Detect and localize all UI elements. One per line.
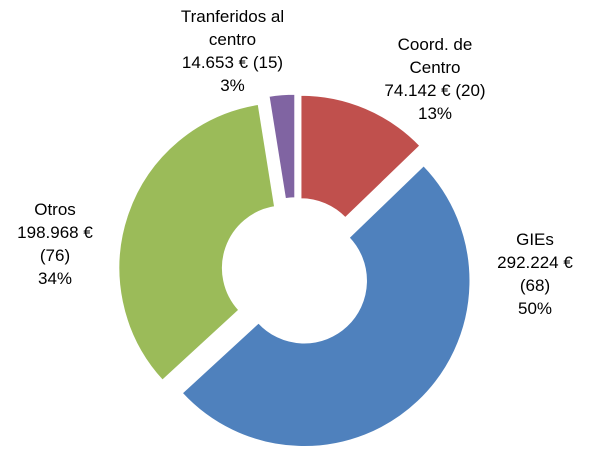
slice-label: Coord. de Centro 74.142 € (20) 13% [370,33,500,125]
category-label: Tranferidos al centro [180,7,285,49]
value-line: 198.968 € (76) [0,221,110,267]
count-label: (76) [39,246,71,265]
slice-label: Tranferidos al centro 14.653 € (15) 3% [150,5,315,97]
category-label: GIEs [516,230,554,249]
slice-label: Otros 198.968 € (76) 34% [0,198,110,290]
count-label: (68) [519,276,551,295]
category-label: Otros [34,200,76,219]
value-line: 292.224 € (68) [480,251,590,297]
value-label: 74.142 € [384,81,451,100]
value-line: 74.142 € (20) [370,79,500,102]
value-label: 198.968 € [17,223,93,242]
donut-slice [117,103,276,382]
donut-slice [267,93,296,200]
count-label: (15) [252,53,284,72]
donut-slice [180,164,471,448]
percent-label: 13% [417,104,453,123]
value-label: 14.653 € [181,53,249,72]
percent-label: 50% [517,299,553,318]
value-line: 14.653 € (15) [150,51,315,74]
slice-label: GIEs 292.224 € (68) 50% [480,228,590,320]
percent-label: 3% [220,76,245,95]
value-label: 292.224 € [497,253,573,272]
category-label: Coord. de Centro [397,35,473,77]
donut-slice [299,94,422,219]
count-label: (20) [455,81,486,100]
percent-label: 34% [37,269,73,288]
